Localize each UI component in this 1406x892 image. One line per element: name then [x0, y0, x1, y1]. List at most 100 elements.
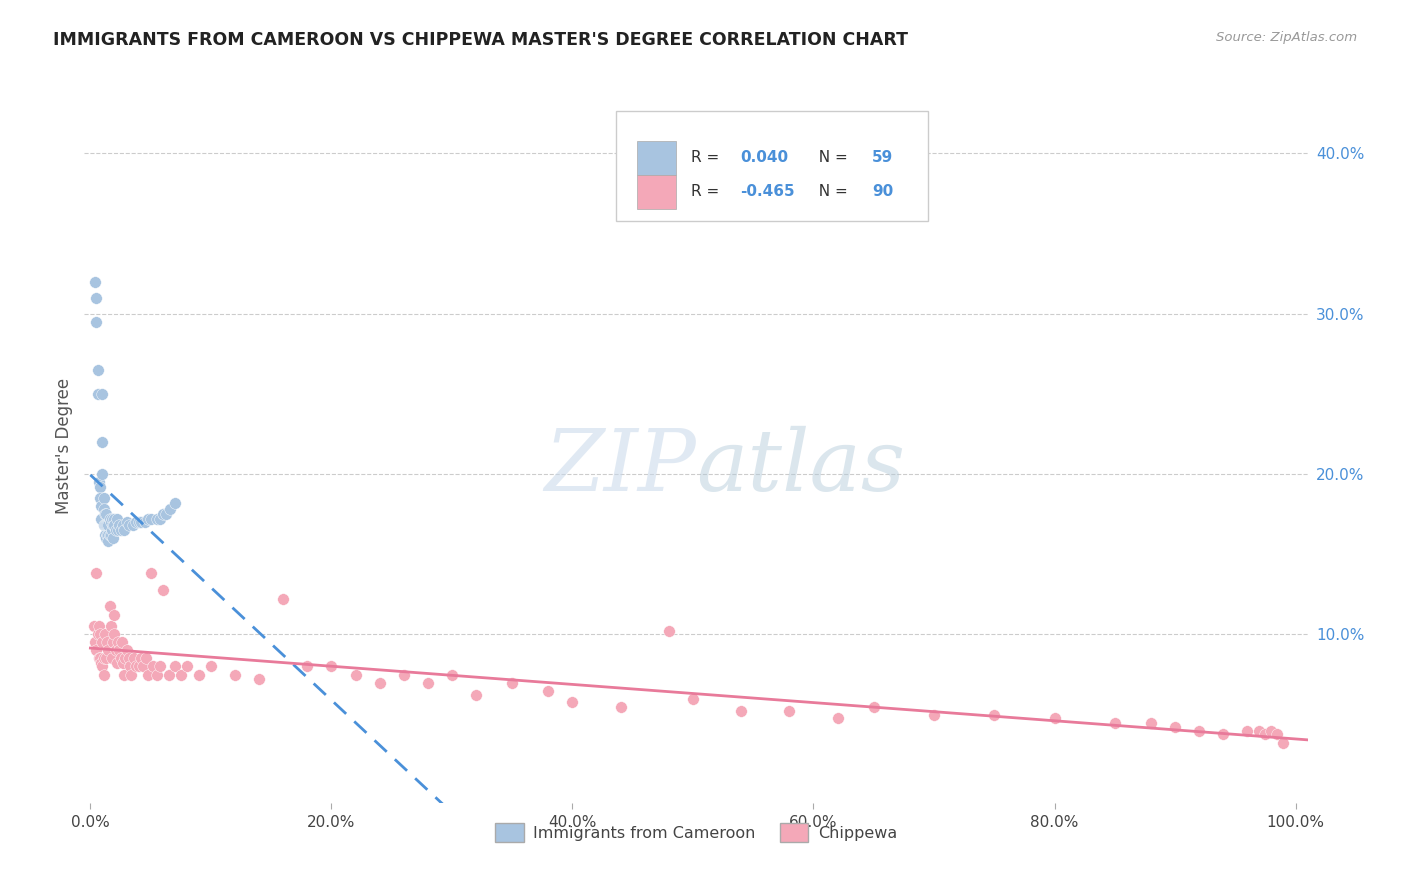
Point [100, 528, 122, 542]
Point [1212, 727, 1234, 741]
Point [730, 705, 752, 719]
Point [107, 523, 129, 537]
Point [110, 523, 132, 537]
Point [501, 675, 523, 690]
Point [827, 711, 849, 725]
Point [120, 659, 142, 673]
Point [86, 291, 108, 305]
Point [609, 699, 631, 714]
Text: IMMIGRANTS FROM CAMEROON VS CHIPPEWA MASTER'S DEGREE CORRELATION CHART: IMMIGRANTS FROM CAMEROON VS CHIPPEWA MAS… [53, 31, 908, 49]
Point [114, 651, 136, 665]
Point [145, 512, 167, 526]
Point [91, 659, 114, 673]
Y-axis label: Master's Degree: Master's Degree [55, 378, 73, 514]
Point [152, 582, 174, 597]
Text: N =: N = [808, 150, 852, 165]
Point [132, 659, 155, 673]
Point [83, 619, 105, 633]
Point [187, 667, 209, 681]
Point [104, 523, 127, 537]
Point [1249, 723, 1271, 738]
Point [1188, 723, 1211, 738]
Point [176, 659, 198, 673]
Point [100, 515, 122, 529]
Point [125, 659, 148, 673]
Point [93, 502, 115, 516]
Point [87, 651, 110, 665]
Point [118, 651, 141, 665]
Point [89, 627, 111, 641]
Text: ZIP: ZIP [544, 426, 696, 508]
Text: -0.465: -0.465 [740, 185, 794, 199]
Point [89, 491, 111, 505]
Point [87, 475, 110, 489]
Point [93, 651, 115, 665]
Point [1236, 723, 1258, 738]
Point [108, 518, 131, 533]
Point [98, 528, 121, 542]
Point [97, 518, 120, 533]
Point [93, 667, 115, 681]
Point [103, 635, 125, 649]
Point [115, 643, 138, 657]
Point [103, 608, 125, 623]
Point [84, 275, 107, 289]
Point [121, 518, 143, 533]
Point [90, 657, 112, 671]
Point [86, 315, 108, 329]
Point [96, 635, 118, 649]
Point [658, 624, 681, 639]
Point [122, 651, 145, 665]
Point [1164, 721, 1187, 735]
Point [103, 627, 125, 641]
Point [107, 635, 129, 649]
Point [111, 635, 134, 649]
Point [101, 512, 124, 526]
Point [862, 699, 884, 714]
Point [94, 528, 117, 542]
Point [149, 512, 172, 526]
FancyBboxPatch shape [616, 111, 928, 221]
Point [537, 683, 560, 698]
Point [368, 675, 391, 690]
Point [155, 507, 177, 521]
Point [321, 659, 343, 673]
Point [111, 657, 134, 671]
Point [170, 667, 193, 681]
Point [94, 507, 117, 521]
Point [118, 518, 141, 533]
Point [97, 643, 120, 657]
Point [103, 518, 125, 533]
Point [1267, 727, 1289, 741]
Point [163, 659, 186, 673]
Point [115, 515, 138, 529]
Point [139, 512, 162, 526]
Point [89, 651, 111, 665]
Point [112, 667, 135, 681]
Point [103, 531, 125, 545]
Point [108, 643, 131, 657]
Point [91, 635, 114, 649]
Point [149, 659, 172, 673]
Bar [637, 141, 676, 175]
Point [1104, 715, 1126, 730]
Text: R =: R = [692, 185, 724, 199]
Point [1140, 715, 1163, 730]
Point [247, 673, 270, 687]
Legend: Immigrants from Cameroon, Chippewa: Immigrants from Cameroon, Chippewa [488, 817, 904, 848]
Point [392, 667, 415, 681]
Point [96, 528, 118, 542]
Point [90, 499, 112, 513]
Point [101, 651, 124, 665]
Point [561, 695, 583, 709]
Point [139, 566, 162, 581]
Text: 0.040: 0.040 [740, 150, 789, 165]
Bar [637, 175, 676, 209]
Point [440, 667, 463, 681]
Point [104, 643, 127, 657]
Text: Source: ZipAtlas.com: Source: ZipAtlas.com [1216, 31, 1357, 45]
Point [134, 515, 156, 529]
Point [129, 515, 152, 529]
Point [94, 518, 117, 533]
Point [93, 491, 115, 505]
